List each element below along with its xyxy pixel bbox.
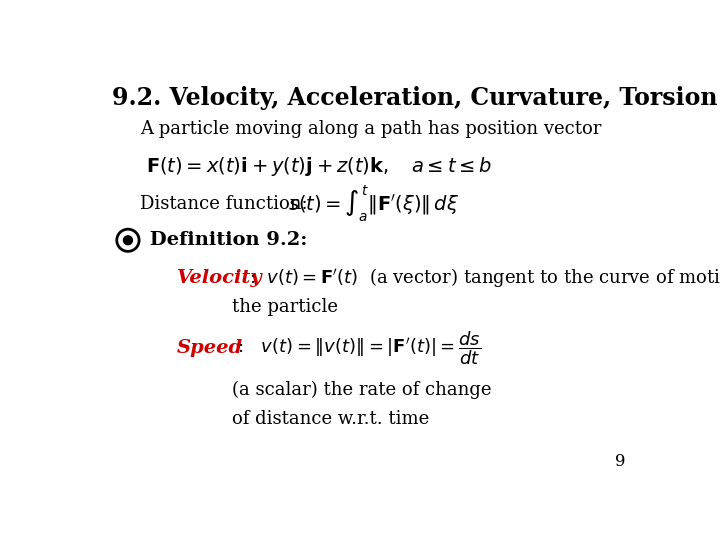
- Text: Speed: Speed: [176, 339, 243, 357]
- Text: Velocity: Velocity: [176, 269, 262, 287]
- Text: 9: 9: [615, 453, 626, 470]
- Text: of distance w.r.t. time: of distance w.r.t. time: [233, 410, 430, 428]
- Text: A particle moving along a path has position vector: A particle moving along a path has posit…: [140, 120, 602, 138]
- Ellipse shape: [120, 233, 136, 248]
- Text: (a scalar) the rate of change: (a scalar) the rate of change: [233, 381, 492, 399]
- Text: :   $v(t) = \|v(t)\| = |\mathbf{F}'(t)| = \dfrac{ds}{dt}$: : $v(t) = \|v(t)\| = |\mathbf{F}'(t)| = …: [233, 329, 482, 367]
- Text: 9.2. Velocity, Acceleration, Curvature, Torsion: 9.2. Velocity, Acceleration, Curvature, …: [112, 85, 718, 110]
- Ellipse shape: [124, 236, 132, 245]
- Text: $s(t) = \int_a^{t} \|\mathbf{F}'(\xi)\|\, d\xi$: $s(t) = \int_a^{t} \|\mathbf{F}'(\xi)\|\…: [288, 184, 459, 224]
- Text: $\mathbf{F}(t) = x(t)\mathbf{i} + y(t)\mathbf{j} + z(t)\mathbf{k},\quad a \leq t: $\mathbf{F}(t) = x(t)\mathbf{i} + y(t)\m…: [145, 155, 492, 178]
- Text: Distance function:: Distance function:: [140, 195, 308, 213]
- Text: Definition 9.2:: Definition 9.2:: [143, 231, 307, 249]
- Text: the particle: the particle: [233, 298, 338, 316]
- Text: :  $v(t) = \mathbf{F}'(t)$  (a vector) tangent to the curve of motion of: : $v(t) = \mathbf{F}'(t)$ (a vector) tan…: [249, 266, 720, 289]
